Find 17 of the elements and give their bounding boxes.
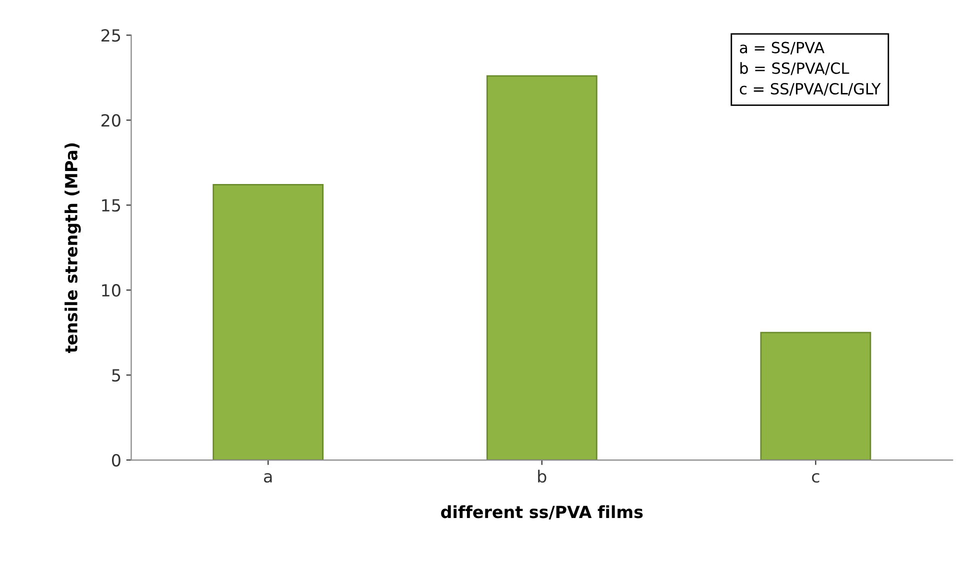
y-tick-label: 5 [112, 369, 120, 382]
y-tick-label: 25 [102, 29, 120, 42]
bar [486, 75, 598, 460]
x-tick-label: c [812, 473, 820, 483]
annotation: c = SS/PVA/CL/GLY [740, 82, 881, 96]
bar [760, 332, 872, 460]
bar [212, 184, 324, 460]
y-tick-label: 10 [102, 284, 120, 297]
y-tick-label: 0 [112, 454, 120, 467]
x-axis-title: different ss/PVA films [441, 505, 643, 520]
y-tick-label: 20 [102, 114, 120, 127]
annotation: a = SS/PVA [740, 42, 824, 55]
x-tick-label: a [264, 473, 272, 483]
x-tick-label: b [538, 470, 546, 483]
y-axis-title: tensile strength (MPa) [64, 143, 81, 353]
annotation: b = SS/PVA/CL [740, 62, 850, 76]
y-tick-label: 15 [102, 199, 120, 212]
